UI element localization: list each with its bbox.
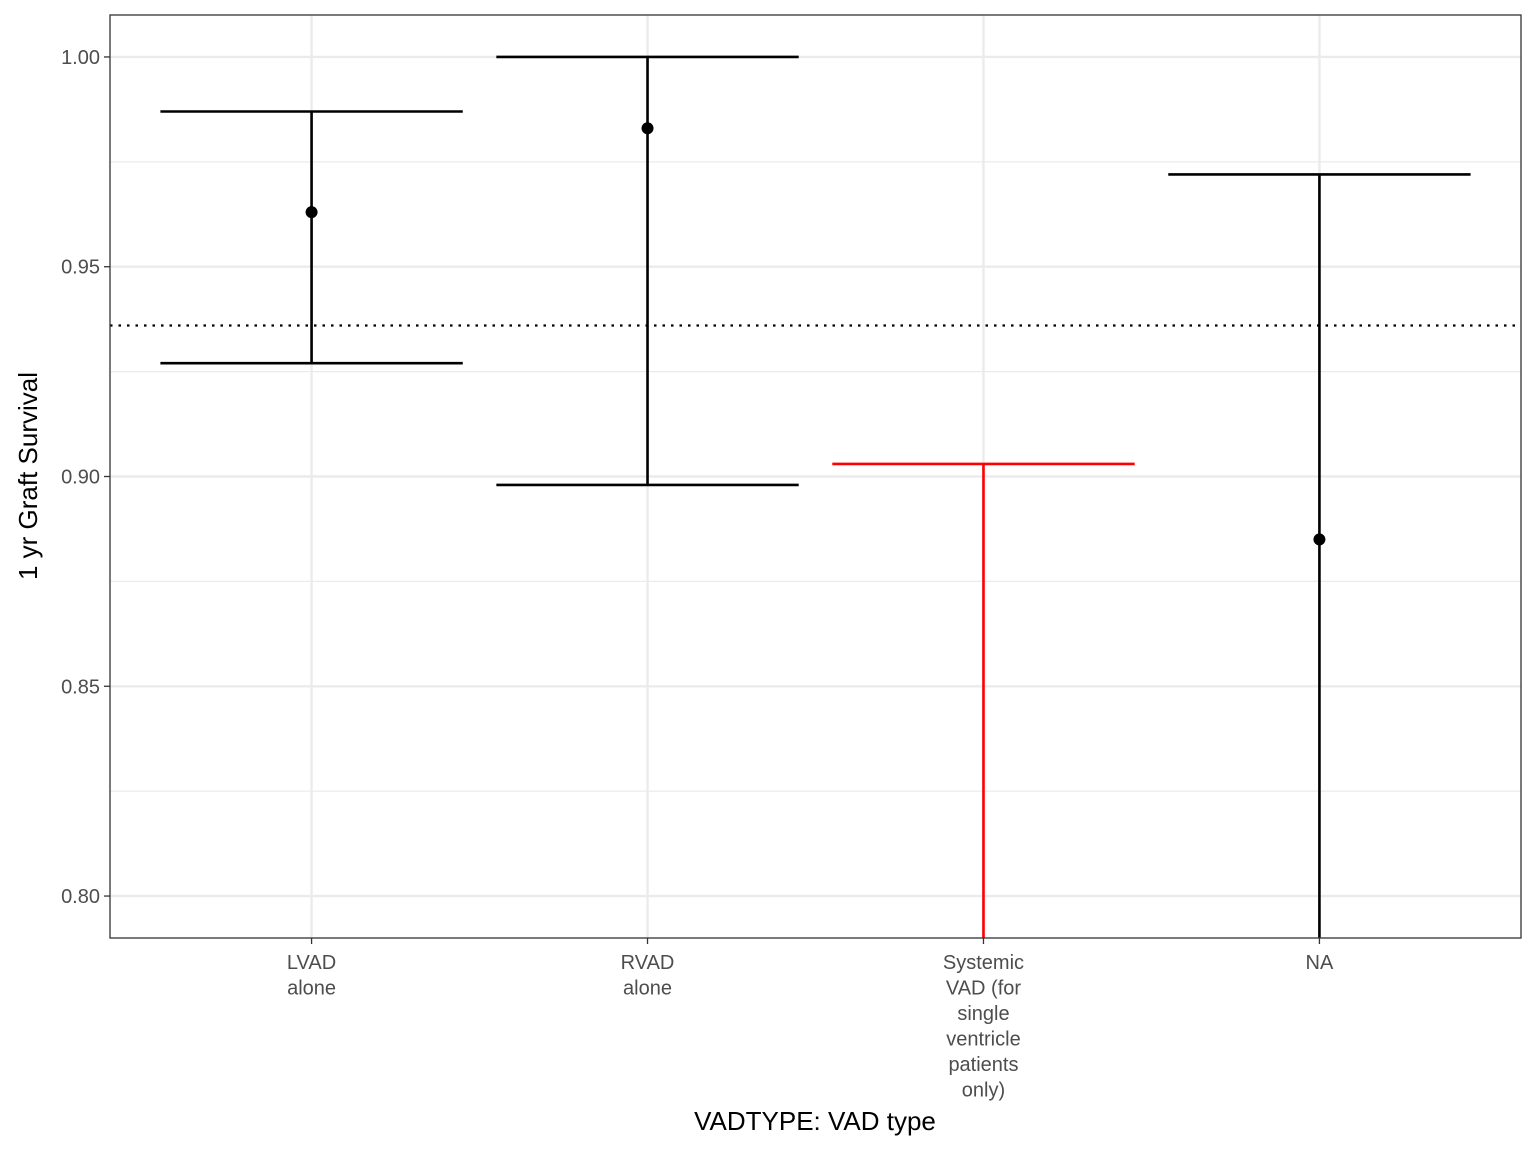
errorbar-1	[160, 110, 463, 365]
x-tick-label-line: only)	[962, 1080, 1005, 1102]
y-axis-title: 1 yr Graft Survival	[13, 372, 43, 580]
errorbar-layer	[160, 55, 1471, 938]
x-tick-label-line: alone	[287, 978, 336, 1000]
x-tick-label: RVAD alone	[621, 952, 675, 1000]
x-tick-label: NA	[1306, 952, 1334, 974]
y-tick-label: 0.85	[61, 676, 100, 698]
y-tick-label: 0.80	[61, 886, 100, 908]
x-axis-title: VADTYPE: VAD type	[694, 1106, 936, 1136]
y-tick-label: 0.95	[61, 257, 100, 279]
x-tick-label-line: alone	[623, 978, 672, 1000]
errorbar-2	[496, 55, 799, 487]
y-tick-label: 0.90	[61, 467, 100, 489]
y-tick-label: 1.00	[61, 47, 100, 69]
x-tick-label-line: LVAD	[287, 952, 336, 974]
x-tick-label-line: VAD (for	[946, 978, 1022, 1000]
point-estimate	[305, 206, 318, 219]
x-tick-label-line: ventricle	[946, 1029, 1020, 1051]
x-tick-label-line: RVAD	[621, 952, 675, 974]
point-estimate	[1313, 533, 1326, 546]
x-tick-label-line: patients	[948, 1054, 1018, 1076]
errorbar-4	[1168, 173, 1471, 938]
x-tick-label-line: single	[957, 1003, 1009, 1025]
x-tick-label-line: Systemic	[943, 952, 1024, 974]
x-tick-label: LVAD alone	[287, 952, 336, 1000]
y-axis-ticks: 0.80 0.85 0.90 0.95 1.00	[61, 47, 110, 908]
x-tick-label-line: NA	[1306, 952, 1334, 974]
errorbar-3	[832, 462, 1135, 938]
x-tick-label: Systemic VAD (for single ventricle patients o…	[943, 952, 1024, 1102]
point-estimate	[641, 122, 654, 135]
x-axis-ticks: LVAD alone RVAD alone Systemic VAD (for single…	[287, 938, 1334, 1102]
